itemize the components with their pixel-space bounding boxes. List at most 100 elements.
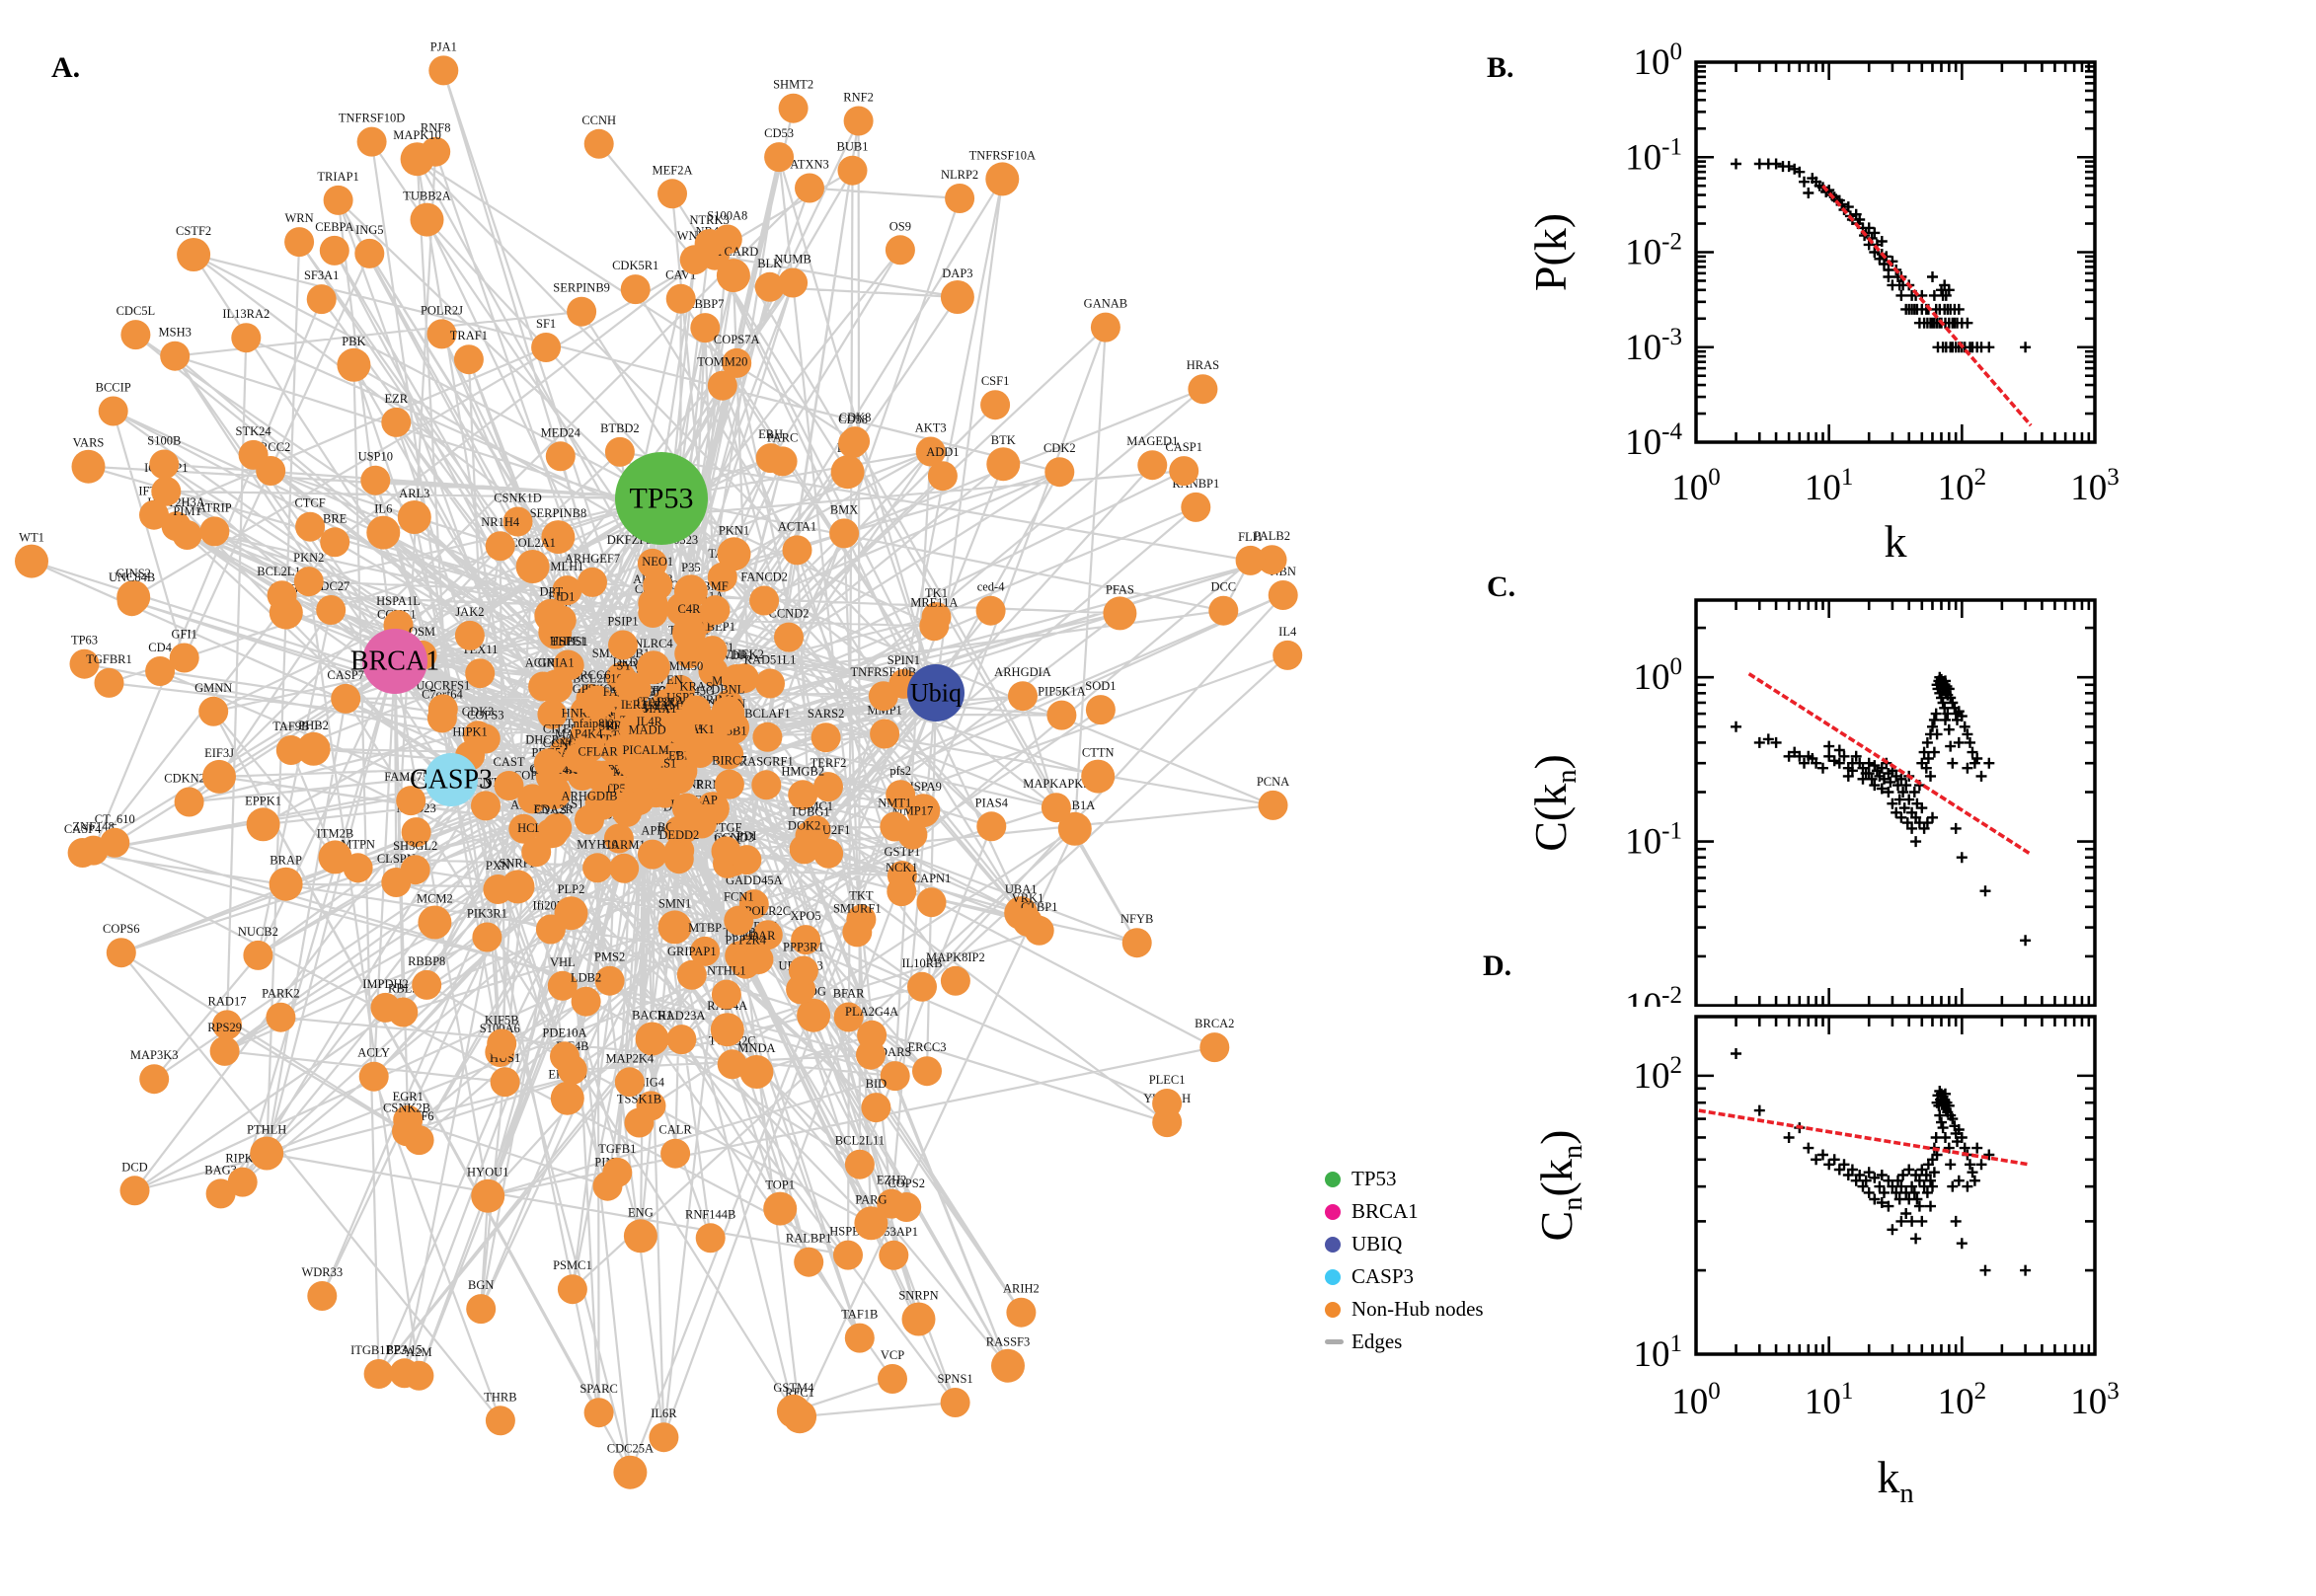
network-node (485, 1406, 515, 1436)
gene-label: TNFRSF10A (969, 148, 1036, 162)
gene-label: BIRC7 (712, 754, 746, 768)
gene-label: SF3A1 (304, 268, 339, 282)
network-node (843, 106, 874, 136)
scatter-points (1731, 158, 2032, 353)
network-node (861, 1093, 891, 1123)
network-node (389, 1358, 420, 1389)
network-node (1013, 906, 1042, 937)
svg-text:102: 102 (1634, 1052, 1683, 1097)
gene-label: ITM2B (317, 826, 354, 840)
network-node (838, 428, 869, 459)
gene-label: SF1 (536, 317, 556, 331)
gene-label: PHB2 (298, 719, 329, 732)
svg-text:k: k (1885, 516, 1907, 567)
network-node (721, 664, 751, 694)
network-node (660, 1138, 691, 1169)
network-node (466, 1294, 497, 1325)
network-node (980, 390, 1011, 420)
network-node (710, 1013, 744, 1047)
gene-label: CSTF2 (176, 224, 211, 238)
gene-label: ING5 (355, 223, 383, 237)
network-node (927, 461, 958, 492)
network-node (919, 611, 950, 642)
gene-label: ATXN3 (790, 158, 829, 172)
network-node (676, 959, 707, 990)
network-node (337, 347, 371, 382)
network-node (724, 905, 754, 936)
gene-label: BACH1 (632, 1009, 672, 1023)
gene-label: TRIAP1 (317, 170, 358, 184)
gene-label: MYH10 (577, 837, 618, 851)
gene-label: BRE (323, 511, 347, 525)
network-node (564, 742, 594, 773)
gene-label: DCC (1210, 580, 1236, 594)
network-node (392, 1116, 422, 1147)
network-node (151, 476, 182, 506)
network-node (620, 274, 651, 305)
network-node (602, 1157, 633, 1187)
protein-network-panel: MNDAIfi205bPOLR2BZNF24USF2MCM2BCCIPCCNB1… (15, 39, 1303, 1489)
network-node (608, 630, 638, 660)
network-node (541, 520, 576, 555)
network-node (711, 696, 745, 730)
gene-label: APP (641, 824, 663, 838)
network-node (1046, 700, 1077, 730)
gene-label: FLI1 (1238, 530, 1263, 544)
network-node (1008, 681, 1038, 712)
gene-label: NFYB (1120, 912, 1153, 926)
legend-item-tp53: TP53 (1325, 1163, 1542, 1195)
network-node (521, 837, 552, 868)
network-node (694, 229, 725, 259)
network-node (916, 887, 947, 918)
gene-label: EZR (384, 392, 408, 406)
gene-label: TRAF1 (450, 329, 488, 342)
gene-label: PTHLH (247, 1123, 286, 1137)
network-node (698, 656, 729, 687)
svg-text:103: 103 (2070, 464, 2120, 508)
network-node (714, 769, 744, 799)
gene-label: PALB2 (1254, 529, 1290, 543)
gene-label: RNF2 (843, 91, 874, 105)
network-node (879, 1240, 909, 1270)
network-node (293, 567, 324, 597)
gene-label: RBL2 (388, 982, 419, 996)
gene-label: TP63 (71, 634, 98, 647)
network-node (580, 685, 615, 720)
gene-label: VARS (73, 436, 105, 450)
gene-label: CDK2 (1043, 441, 1076, 455)
gene-label: BTBD2 (600, 421, 640, 435)
gene-label: SPNS1 (938, 1372, 973, 1386)
gene-label: PPP3R1 (783, 941, 824, 954)
network-node (177, 238, 211, 271)
network-node (739, 1055, 774, 1089)
gene-label: CSF1 (981, 374, 1010, 388)
gene-label: DBNL (711, 682, 744, 696)
gene-label: PKN2 (293, 551, 324, 565)
panel-label-d: D. (1483, 950, 1512, 982)
gene-label: CD58 (838, 413, 868, 426)
gene-label: TNFRSF10D (339, 112, 405, 125)
gene-label: POLR2C (745, 904, 792, 918)
network-node (877, 1188, 907, 1219)
gene-label: IER3 (621, 698, 647, 712)
network-node (671, 793, 702, 823)
network-node (1085, 695, 1116, 725)
network-node (844, 1323, 875, 1353)
network-node (483, 874, 513, 904)
gene-label: PDE10A (542, 1026, 586, 1039)
axis-ticks (1694, 60, 2097, 444)
network-node (767, 446, 798, 477)
gene-label: JAK2 (455, 605, 484, 619)
gene-label: RNF8 (421, 121, 451, 135)
gene-label: C4R (678, 602, 702, 616)
gene-label: COPS3 (467, 709, 504, 722)
network-node (275, 735, 306, 765)
gene-label: NEO1 (642, 555, 673, 569)
brca1-dot-icon (1325, 1203, 1341, 1220)
gene-label: BFAR (833, 987, 865, 1001)
network-node (887, 876, 917, 907)
gene-label: CHEK2 (725, 647, 764, 661)
gene-label: HRAS (1187, 358, 1219, 372)
network-node (754, 271, 785, 302)
network-node (695, 1223, 726, 1254)
